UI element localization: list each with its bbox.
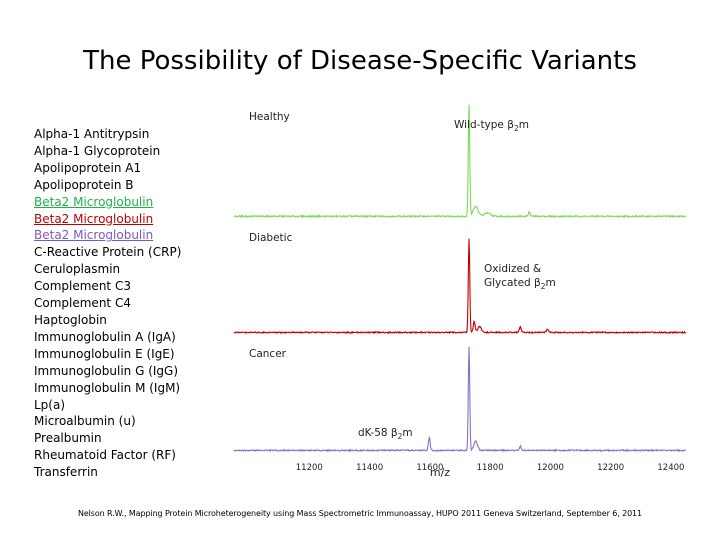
protein-list-item: Transferrin — [34, 465, 98, 480]
spectrum-line — [233, 238, 687, 335]
protein-list-item: Apolipoprotein A1 — [34, 160, 142, 175]
protein-list-item: Ceruloplasmin — [34, 262, 121, 277]
series-label: Healthy — [249, 111, 290, 123]
citation: Nelson R.W., Mapping Protein Microhetero… — [77, 509, 643, 518]
protein-list-item: Microalbumin (u) — [34, 414, 136, 429]
x-tick-label: 11200 — [296, 463, 323, 473]
protein-list-item: C-Reactive Protein (CRP) — [34, 245, 182, 260]
protein-list-item: Alpha-1 Antitrypsin — [34, 127, 150, 141]
protein-list-item: Immunoglobulin G (IgG) — [34, 363, 179, 378]
protein-list-item: Haptoglobin — [34, 312, 107, 327]
protein-list-item: Immunoglobulin A (IgA) — [34, 329, 176, 344]
series-label: Diabetic — [249, 232, 293, 244]
peak-annotation: dK-58 β2m — [358, 427, 413, 441]
protein-list-item: Immunoglobulin E (IgE) — [34, 346, 175, 361]
x-tick-label: 12000 — [537, 463, 564, 473]
protein-list-item: Complement C4 — [34, 296, 131, 311]
x-tick-label: 12400 — [657, 463, 684, 473]
x-tick-label: 12200 — [597, 463, 624, 473]
protein-list-item: Beta2 Microglobulin — [34, 228, 154, 243]
x-tick-label: 11400 — [356, 463, 383, 473]
x-tick-label: 11600 — [416, 463, 443, 473]
protein-list-item: Apolipoprotein B — [34, 177, 134, 192]
protein-list-item: Prealbumin — [34, 431, 102, 446]
series-cancer: Cancer dK-58 β2m — [233, 346, 687, 453]
spectrum-line — [233, 346, 687, 453]
protein-list: Alpha-1 Antitrypsin Alpha-1 Glycoprotein A… — [34, 126, 181, 481]
protein-list-item: Alpha-1 Glycoprotein — [34, 143, 161, 158]
protein-list-item: Beta2 Microglobulin — [34, 211, 154, 226]
series-label: Cancer — [249, 348, 287, 360]
x-tick-label: 11800 — [477, 463, 504, 473]
peak-annotation: Glycated β2m — [484, 277, 556, 291]
series-diabetic: Diabetic Oxidized & Glycated β2m — [233, 232, 687, 335]
protein-list-item: Beta2 Microglobulin — [34, 194, 154, 209]
peak-annotation: Wild-type β2m — [454, 119, 529, 133]
protein-list-item: Immunoglobulin M (IgM) — [34, 380, 181, 395]
protein-list-item: Lp(a) — [34, 397, 66, 412]
x-axis: 11200 11400 11600 11800 12000 12200 12400 m/z — [296, 463, 685, 479]
x-axis-label: m/z — [430, 466, 450, 479]
series-healthy: Healthy Wild-type β2m — [233, 104, 687, 219]
spectrum-line — [233, 104, 687, 219]
peak-annotation-line1: Oxidized & — [484, 263, 541, 275]
protein-list-item: Rheumatoid Factor (RF) — [34, 448, 176, 463]
slide-title: The Possibility of Disease-Specific Vari… — [83, 46, 637, 76]
protein-list-item: Complement C3 — [34, 279, 131, 294]
